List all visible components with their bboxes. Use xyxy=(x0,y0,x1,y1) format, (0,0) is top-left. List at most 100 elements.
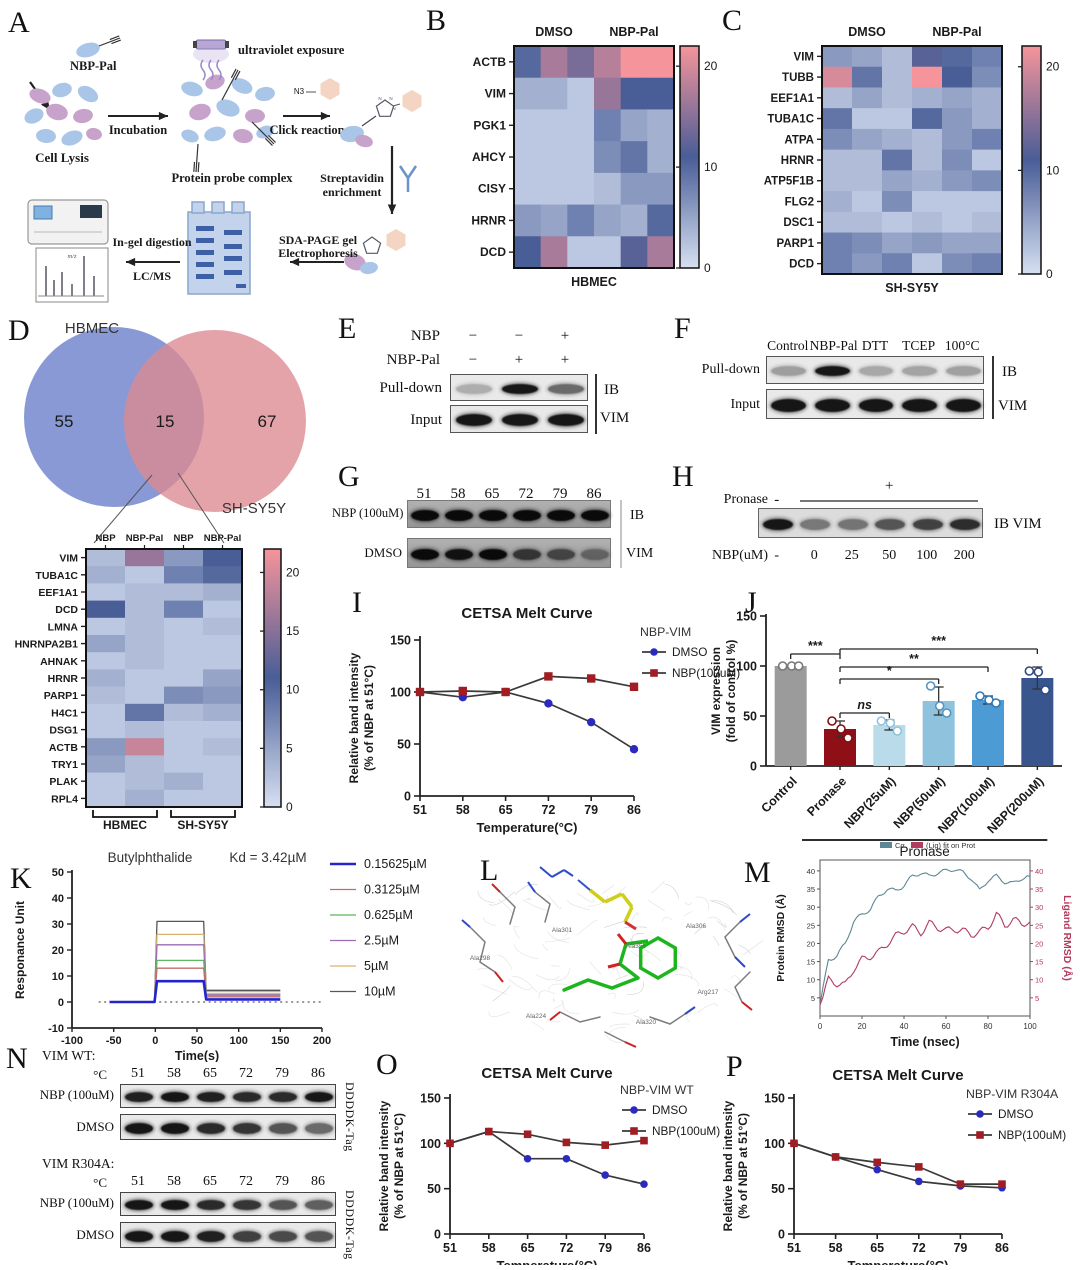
blot-strip xyxy=(450,374,588,401)
svg-text:LMNA: LMNA xyxy=(48,621,79,633)
svg-text:100: 100 xyxy=(736,660,757,674)
temperature-label: 51 xyxy=(131,1066,145,1081)
condition-label: Control xyxy=(767,338,809,353)
blot-label: NBP (100uM) xyxy=(39,1195,114,1210)
svg-text:0: 0 xyxy=(750,760,757,774)
chart-M: 5 5 10 10 15 15 20 20 25 25 30 30 35 35 40 40 0 20 40 60 80 1… xyxy=(774,841,1074,1049)
panel-g-cetsa-blot: 51 58 65 72 79 86 NBP (100uM) DMSO IB VIM xyxy=(332,462,668,588)
svg-text:20: 20 xyxy=(858,1022,867,1031)
svg-text:m/z: m/z xyxy=(67,253,77,260)
bracket-line xyxy=(992,356,994,419)
svg-text:80: 80 xyxy=(984,1022,993,1031)
svg-text:150: 150 xyxy=(764,1092,785,1106)
svg-text:15: 15 xyxy=(286,624,300,638)
blot-strip xyxy=(120,1222,336,1248)
svg-text:DMSO: DMSO xyxy=(998,1107,1033,1121)
svg-text:Ala224: Ala224 xyxy=(526,1013,547,1020)
svg-text:30: 30 xyxy=(1035,903,1043,912)
svg-text:***: *** xyxy=(808,639,823,653)
panel-letter-k: K xyxy=(10,862,32,895)
svg-text:0.3125µM: 0.3125µM xyxy=(364,883,420,897)
tag-label: DDDDK-Tag xyxy=(343,1190,357,1260)
svg-text:30: 30 xyxy=(52,919,64,931)
svg-text:DCD: DCD xyxy=(789,259,814,271)
dose-value: 200 xyxy=(953,548,975,563)
svg-text:NBP(100uM): NBP(100uM) xyxy=(652,1124,720,1138)
panel-a-workflow-diagram: NBP-Pal Cell Lysis Incubation Protein probe… xyxy=(0,4,435,306)
svg-text:HNRNPA2B1: HNRNPA2B1 xyxy=(15,639,79,651)
svg-text:***: *** xyxy=(931,634,946,648)
temperature-label: 58 xyxy=(450,486,466,502)
protein-band xyxy=(858,398,894,412)
svg-text:Temperature(°C): Temperature(°C) xyxy=(476,820,577,835)
condition-label: NBP xyxy=(410,328,440,344)
temperature-label: 58 xyxy=(167,1174,181,1189)
protein-band xyxy=(762,518,793,530)
protein-band xyxy=(160,1092,190,1102)
svg-text:Protein probe complex: Protein probe complex xyxy=(171,171,293,185)
svg-text:Butylphthalide: Butylphthalide xyxy=(108,850,193,865)
ib-vim-label: IB VIM xyxy=(994,516,1042,532)
svg-text:0: 0 xyxy=(58,997,64,1009)
svg-text:PARP1: PARP1 xyxy=(44,690,78,702)
protein-band xyxy=(124,1122,154,1134)
blot-strip xyxy=(450,405,588,433)
svg-text:PLAK: PLAK xyxy=(49,776,78,788)
protein-band xyxy=(445,548,473,560)
svg-text:15: 15 xyxy=(807,958,815,967)
svg-text:0: 0 xyxy=(818,1022,823,1031)
protein-band xyxy=(196,1200,226,1210)
svg-text:*: * xyxy=(887,664,892,678)
condition-sign: − xyxy=(468,328,478,344)
blot-label: Pull-down xyxy=(379,380,442,396)
svg-text:Cα: Cα xyxy=(895,841,905,850)
svg-text:150: 150 xyxy=(390,634,411,648)
svg-text:10: 10 xyxy=(286,683,300,697)
protein-band xyxy=(501,383,539,394)
dose-value: 25 xyxy=(844,548,859,563)
svg-text:-10: -10 xyxy=(48,1023,64,1035)
svg-text:35: 35 xyxy=(1035,885,1043,894)
temperature-label: 72 xyxy=(518,486,534,502)
svg-text:Pronase: Pronase xyxy=(804,774,849,819)
svg-text:72: 72 xyxy=(541,803,555,817)
bracket-line xyxy=(595,374,597,434)
blot-label: DMSO xyxy=(364,545,402,560)
dose-label: NBP(uM) xyxy=(711,548,768,563)
temperature-label: 72 xyxy=(239,1174,253,1189)
svg-text:-100: -100 xyxy=(61,1035,83,1047)
condition-sign: + xyxy=(885,478,894,494)
svg-text:DCD: DCD xyxy=(480,245,506,259)
protein-band xyxy=(858,366,894,376)
protein-band xyxy=(455,414,493,426)
svg-text:35: 35 xyxy=(807,885,815,894)
construct-title: VIM WT: xyxy=(42,1048,96,1063)
svg-text:10: 10 xyxy=(807,976,815,985)
svg-text:DMSO: DMSO xyxy=(672,645,707,659)
svg-text:0: 0 xyxy=(434,1228,441,1242)
panel-c-heatmap-shsy5y: VIM TUBB EEF1A1 TUBA1C ATPA HRNR ATP5F1B FLG2 DS… xyxy=(720,2,1080,302)
chart-O: 0 50 100 150 51 58 65 72 79 86 Temperature(°C) Rela… xyxy=(377,1065,720,1270)
svg-text:Time (nsec): Time (nsec) xyxy=(890,1035,959,1049)
panel-m-rmsd-plot: 5 5 10 10 15 15 20 20 25 25 30 30 35 35 40 40 0 20 40 60 80 1… xyxy=(768,834,1080,1054)
svg-text:10µM: 10µM xyxy=(364,985,396,999)
svg-text:30: 30 xyxy=(807,903,815,912)
svg-text:Ala320: Ala320 xyxy=(636,1019,657,1026)
svg-text:N: N xyxy=(389,96,392,101)
svg-text:Ala298: Ala298 xyxy=(470,955,491,962)
svg-text:Time(s): Time(s) xyxy=(175,1049,219,1062)
svg-text:NBP: NBP xyxy=(95,533,116,544)
svg-text:TUBA1C: TUBA1C xyxy=(35,570,78,582)
svg-text:20: 20 xyxy=(1035,939,1043,948)
panel-d-venn-heatmap: HBMEC SH-SY5Y 55 15 67 VIM TUBA1C EEF1A1 DCD LMNA… xyxy=(2,315,330,833)
svg-text:86: 86 xyxy=(627,803,641,817)
svg-text:Ligand RMSD (Å): Ligand RMSD (Å) xyxy=(1061,895,1074,981)
svg-text:86: 86 xyxy=(995,1241,1009,1255)
temperature-label: 86 xyxy=(586,486,602,502)
protein-band xyxy=(902,398,938,412)
svg-text:100: 100 xyxy=(764,1137,785,1151)
svg-text:ACTB: ACTB xyxy=(49,742,79,754)
svg-text:50: 50 xyxy=(52,867,64,879)
svg-text:Electrophoresis: Electrophoresis xyxy=(278,246,358,260)
svg-text:AHNAK: AHNAK xyxy=(40,656,78,668)
